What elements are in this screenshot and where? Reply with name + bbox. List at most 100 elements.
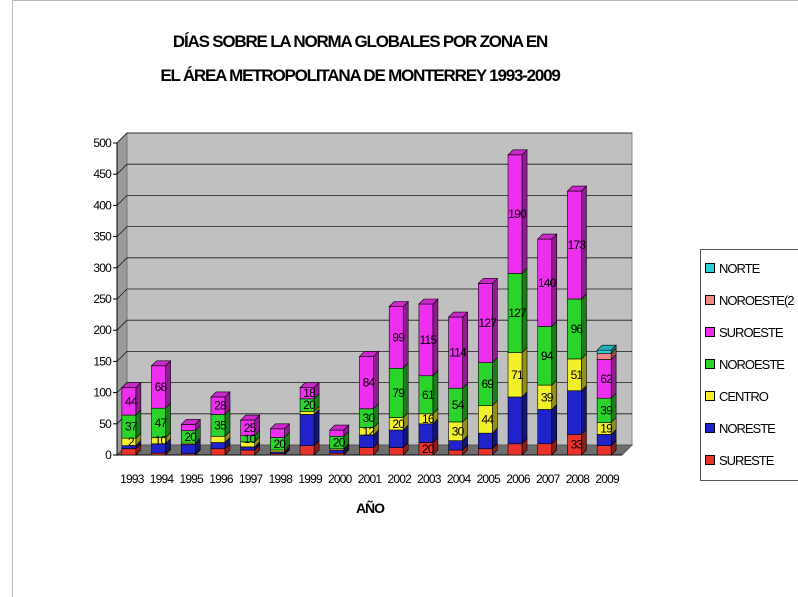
bar-segment-noreste [388, 429, 404, 448]
gridline [116, 132, 632, 144]
legend-item: NORTE [705, 260, 760, 276]
data-label: 84 [363, 376, 376, 390]
y-tick-label: 50 [99, 417, 112, 431]
data-label: 20 [303, 398, 316, 412]
data-label: 39 [541, 390, 554, 404]
data-label: 96 [571, 322, 584, 336]
bar-top-face [180, 419, 201, 425]
bar-segment-sureste [596, 445, 612, 456]
x-tick-label: 1993 [120, 472, 145, 486]
bar-top-face [537, 233, 558, 240]
bar-segment-side-noreste [551, 403, 558, 445]
bar-segment-noreste [448, 440, 463, 451]
bar-segment-sureste [299, 445, 315, 456]
data-label: 18 [303, 386, 316, 400]
x-tick-label: 1999 [298, 472, 323, 486]
x-tick-label: 1994 [150, 472, 175, 486]
legend-item: SURESTE [705, 452, 774, 468]
bar-segment-sureste [537, 443, 553, 456]
x-tick-label: 2001 [358, 472, 383, 486]
bar-top-face [269, 423, 291, 430]
data-label: 30 [363, 411, 376, 425]
gridline [116, 257, 632, 269]
bar-segment-noreste [567, 390, 582, 435]
legend-label: NOROESTE [719, 356, 785, 372]
bar-top-face [210, 391, 231, 398]
legend-item: NOROESTE(2 [705, 292, 795, 308]
legend-label: SURESTE [719, 452, 774, 468]
legend-item: NORESTE [705, 420, 776, 436]
bar-segment-side-noreste [581, 385, 587, 436]
chart-title-line-1: DÍAS SOBRE LA NORMA GLOBALES POR ZONA EN [172, 32, 548, 51]
bar-segment-sureste [121, 448, 137, 456]
gridline [116, 163, 632, 175]
bar-segment-noreste [596, 434, 612, 446]
data-label: 25 [244, 421, 257, 435]
data-label: 37 [125, 420, 138, 434]
data-label: 16 [422, 412, 435, 426]
data-label: 20 [333, 436, 346, 450]
x-tick-label: 2002 [387, 472, 412, 486]
y-tick-label: 500 [93, 136, 112, 150]
x-tick-label: 1998 [269, 472, 294, 486]
y-tick-label: 300 [93, 261, 112, 275]
data-label: 33 [571, 438, 584, 452]
y-tick-label: 200 [93, 323, 112, 337]
bar-top-face [358, 351, 380, 357]
bar-segment-noreste [210, 442, 226, 450]
y-tick-label: 400 [93, 198, 112, 212]
bar-top-face [507, 149, 528, 156]
x-tick-label: 2005 [477, 472, 502, 486]
data-label: 35 [214, 418, 227, 432]
bar-segment-noreste [478, 432, 493, 450]
gridline [116, 194, 632, 206]
data-label: 69 [481, 377, 494, 391]
data-label: 127 [479, 316, 498, 330]
data-label: 44 [481, 412, 494, 426]
legend: NORTE NOROESTE(2 SUROESTE NOROESTE CENTRO NOR… [700, 249, 798, 481]
data-label: 99 [392, 330, 405, 344]
data-label: 115 [420, 333, 438, 347]
x-tick-label: 2003 [417, 472, 442, 486]
x-axis-label: AÑO [355, 500, 385, 516]
bar-top-face [150, 360, 172, 367]
data-label: 62 [600, 372, 613, 386]
bar-segment-noreste [180, 444, 196, 455]
legend-swatch [705, 263, 715, 273]
data-label: 71 [511, 368, 524, 382]
data-label: 68 [155, 380, 168, 394]
bar-top-face [477, 278, 499, 284]
x-tick-label: 2000 [328, 472, 353, 486]
data-label: 10 [155, 434, 168, 448]
x-tick-label: 2006 [506, 472, 531, 486]
data-label: 20 [422, 442, 435, 456]
legend-item: CENTRO [705, 388, 769, 404]
bar-segment-sureste [448, 449, 463, 456]
data-label: 94 [541, 349, 554, 363]
legend-label: CENTRO [719, 388, 769, 404]
bar-top-face [239, 414, 261, 421]
data-label: 19 [600, 421, 613, 435]
legend-item: SUROESTE [705, 324, 784, 340]
legend-label: NOROESTE(2 [719, 292, 795, 308]
legend-swatch [705, 359, 715, 369]
x-tick-label: 2004 [447, 472, 472, 486]
legend-label: NORTE [719, 260, 760, 276]
bar-top-face [299, 382, 320, 388]
bar-segment-noreste [537, 409, 553, 445]
y-tick-label: 0 [105, 448, 112, 462]
x-tick-label: 2007 [536, 472, 561, 486]
data-label: 12 [363, 424, 376, 438]
chart-frame [12, 0, 798, 597]
legend-label: NORESTE [719, 420, 776, 436]
bar-top-face [329, 424, 350, 431]
bar-segment-sureste [388, 447, 404, 456]
bar-segment-sureste [359, 447, 374, 456]
data-label: 173 [568, 238, 587, 252]
bar-segment-sureste [507, 443, 523, 456]
data-label: 61 [422, 388, 435, 402]
legend-item: NOROESTE [705, 356, 785, 372]
legend-swatch [705, 455, 715, 465]
y-tick-label: 350 [93, 230, 112, 244]
